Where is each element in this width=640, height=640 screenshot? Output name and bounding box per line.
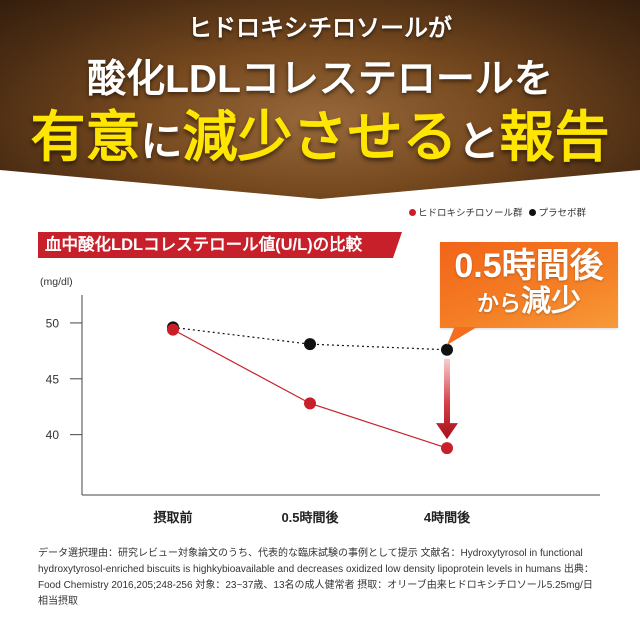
y-axis-unit-label: (mg/dl) bbox=[40, 276, 73, 288]
x-category-label: 4時間後 bbox=[424, 510, 471, 525]
series-0-point bbox=[304, 397, 316, 410]
headline-banner: ヒドロキシチロソールが 酸化LDLコレステロールを 有意に減少させると報告 bbox=[0, 0, 640, 199]
series-1-point bbox=[167, 321, 179, 334]
y-tick-label: 40 bbox=[46, 428, 60, 442]
headline-line-3: 有意に減少させると報告 bbox=[0, 105, 640, 184]
series-1-line bbox=[172, 326, 448, 351]
callout-box: 0.5時間後 から減少 bbox=[440, 242, 618, 328]
callout-line-2-large: 減少 bbox=[521, 284, 581, 318]
legend-item-placebo: プラセボ群 bbox=[529, 205, 586, 219]
y-tick-label: 50 bbox=[46, 316, 60, 330]
callout-line-1: 0.5時間後 bbox=[454, 246, 604, 285]
callout-line-2: から減少 bbox=[477, 285, 581, 324]
study-footnote: データ選択理由：研究レビュー対象論文のうち、代表的な臨床試験の事例として提示 文… bbox=[38, 548, 594, 607]
headline-emphasis: 有意 bbox=[30, 106, 141, 168]
legend-dot-icon bbox=[408, 208, 416, 216]
x-category-label: 0.5時間後 bbox=[281, 510, 339, 525]
callout-line-2-small: から bbox=[476, 290, 521, 316]
headline-line-2: 酸化LDLコレステロールを bbox=[87, 58, 553, 101]
headline-emphasis: 報告 bbox=[499, 106, 610, 168]
legend-label: ヒドロキシチロソール群 bbox=[417, 208, 523, 219]
chart-title: 血中酸化LDLコレステロール値(U/L)の比較 bbox=[38, 232, 402, 258]
series-0-point bbox=[441, 442, 453, 455]
legend-label: プラセボ群 bbox=[538, 208, 586, 219]
series-0-point bbox=[167, 323, 179, 336]
headline-emphasis: 減少させる bbox=[182, 106, 458, 168]
legend-dot-icon bbox=[529, 208, 537, 216]
series-0-line bbox=[172, 329, 448, 449]
x-category-label: 摂取前 bbox=[153, 510, 192, 525]
legend-item-hydroxytyrosol: ヒドロキシチロソール群 bbox=[408, 205, 523, 219]
y-tick-label: 45 bbox=[46, 372, 60, 386]
series-1-point bbox=[304, 338, 316, 351]
headline-particle: と bbox=[457, 118, 500, 165]
headline-line-1: ヒドロキシチロソールが bbox=[188, 15, 452, 42]
callout-pointer bbox=[447, 327, 477, 345]
headline-particle: に bbox=[140, 118, 183, 165]
chart-legend: ヒドロキシチロソール群 プラセボ群 bbox=[408, 205, 586, 219]
down-arrow-icon bbox=[436, 358, 458, 440]
series-1-point bbox=[441, 343, 453, 356]
